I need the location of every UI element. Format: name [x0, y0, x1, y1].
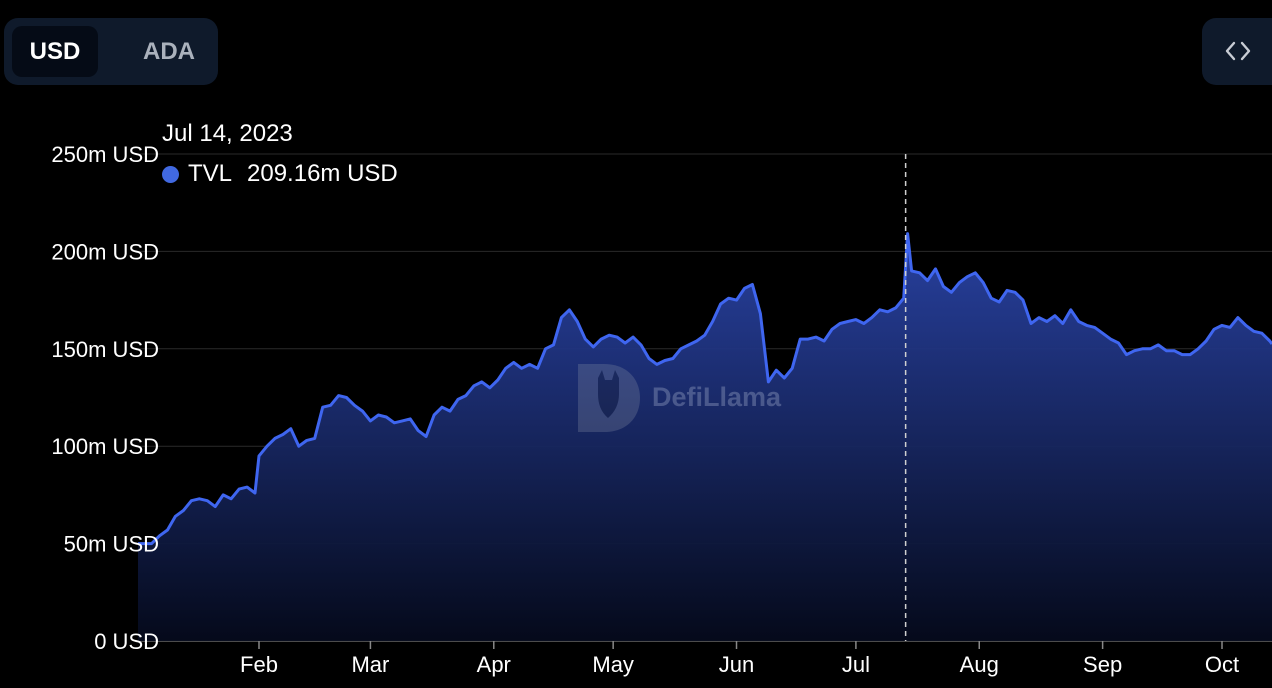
x-tick-label: Aug	[960, 652, 999, 677]
series-dot-icon	[162, 165, 179, 183]
x-tick-label: Feb	[240, 652, 278, 677]
tooltip-date: Jul 14, 2023	[162, 120, 293, 147]
ada-option[interactable]: ADA	[143, 38, 195, 65]
x-tick-label: Jul	[842, 652, 870, 677]
defillama-logo-icon	[578, 364, 640, 432]
defillama-watermark: DefiLlama	[574, 360, 804, 436]
x-tick-label: Mar	[351, 652, 389, 677]
x-tick-label: May	[592, 652, 634, 677]
watermark-text: DefiLlama	[652, 382, 782, 412]
tvl-line	[138, 232, 1272, 546]
embed-button[interactable]	[1202, 18, 1272, 85]
y-tick-label: 100m USD	[51, 434, 159, 459]
usd-option[interactable]: USD	[12, 26, 98, 77]
y-tick-label: 250m USD	[51, 142, 159, 167]
currency-toggle: USD ADA	[4, 18, 218, 85]
y-tick-label: 50m USD	[64, 532, 159, 557]
code-brackets-icon	[1225, 41, 1251, 61]
y-tick-label: 200m USD	[51, 239, 159, 264]
x-tick-label: Oct	[1205, 652, 1239, 677]
tvl-area	[138, 233, 1272, 641]
tooltip-series-label: TVL	[188, 160, 233, 187]
tooltip-value: 209.16m USD	[247, 160, 398, 187]
x-tick-label: Sep	[1083, 652, 1122, 677]
y-tick-label: 0 USD	[94, 629, 159, 654]
tooltip-value-row: TVL 209.16m USD	[162, 160, 398, 188]
x-tick-label: Jun	[719, 652, 754, 677]
x-tick-label: Apr	[477, 652, 511, 677]
y-tick-label: 150m USD	[51, 337, 159, 362]
